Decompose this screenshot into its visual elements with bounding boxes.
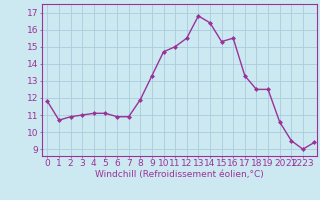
X-axis label: Windchill (Refroidissement éolien,°C): Windchill (Refroidissement éolien,°C) (95, 170, 264, 179)
